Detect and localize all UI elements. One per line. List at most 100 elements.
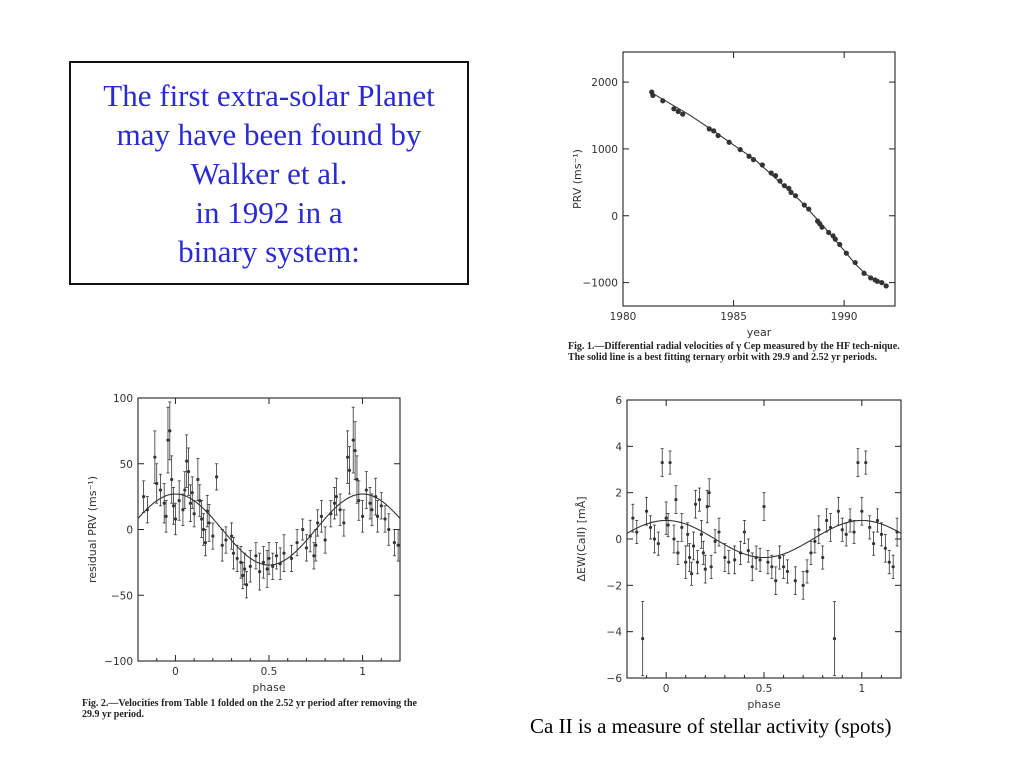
data-point <box>819 224 825 230</box>
y-axis-label: PRV (ms⁻¹) <box>571 149 584 209</box>
data-point <box>351 438 355 442</box>
data-point <box>861 270 867 276</box>
data-point <box>788 189 794 195</box>
data-point <box>177 498 181 503</box>
data-point <box>644 509 649 513</box>
data-point <box>891 565 895 569</box>
plot-frame <box>137 397 401 662</box>
data-point <box>342 521 346 525</box>
data-point <box>346 455 350 459</box>
title-line-3: Walker et al. <box>190 155 348 191</box>
data-point <box>837 241 843 248</box>
y-tick-label: −6 <box>607 673 623 685</box>
data-point <box>334 495 338 499</box>
y-tick-label: −2 <box>607 580 622 592</box>
data-point <box>693 502 698 506</box>
data-point <box>267 556 271 561</box>
data-point <box>205 509 209 513</box>
data-point <box>872 542 876 546</box>
data-point <box>323 538 327 542</box>
data-point <box>158 488 163 492</box>
data-point <box>258 569 262 574</box>
x-tick-label: 1 <box>359 666 366 678</box>
data-point <box>181 508 185 512</box>
y-tick-label: 50 <box>120 459 133 471</box>
data-point <box>170 477 174 482</box>
data-point <box>674 498 678 502</box>
data-point <box>660 98 666 104</box>
data-point <box>164 514 168 518</box>
data-point <box>843 250 849 256</box>
data-point <box>707 491 711 495</box>
data-point <box>686 532 690 536</box>
data-point <box>750 157 757 163</box>
data-point <box>809 551 813 555</box>
data-point <box>883 546 887 550</box>
data-point <box>248 564 252 568</box>
data-point <box>680 111 686 117</box>
data-point <box>717 530 721 534</box>
data-point <box>211 534 215 538</box>
y-tick-label: −1000 <box>582 278 618 290</box>
x-tick-label: 1 <box>859 683 866 695</box>
data-point <box>201 527 206 532</box>
data-point <box>312 554 316 558</box>
data-point <box>368 501 372 505</box>
data-point <box>220 543 224 547</box>
data-point <box>656 542 660 546</box>
data-point <box>271 564 275 568</box>
data-point <box>703 567 707 571</box>
data-point <box>304 546 309 550</box>
data-point <box>852 530 856 534</box>
y-tick-label: 6 <box>615 395 622 407</box>
data-point <box>778 555 782 560</box>
data-point <box>828 525 833 530</box>
x-tick-label: 0 <box>663 683 670 695</box>
data-point <box>711 128 717 134</box>
data-point <box>879 280 885 286</box>
data-point <box>695 560 700 564</box>
data-point <box>709 565 713 569</box>
data-point <box>675 108 681 115</box>
data-point <box>826 229 832 236</box>
y-tick-label: 100 <box>113 393 133 405</box>
data-point <box>355 477 359 482</box>
data-point <box>852 259 858 266</box>
data-point <box>774 579 778 583</box>
residual-prv-figure: 100 50 0 −50 −100 0 0.5 1 phase residual PRV (ms⁻… <box>80 390 410 695</box>
data-point <box>635 530 639 534</box>
data-point <box>786 185 792 191</box>
data-point <box>215 475 219 479</box>
data-point <box>173 517 178 521</box>
data-point <box>289 556 294 561</box>
data-point <box>676 551 680 555</box>
data-point <box>145 508 149 512</box>
data-point <box>241 573 245 578</box>
data-point <box>265 567 269 571</box>
data-point <box>188 501 192 505</box>
data-point <box>186 470 191 474</box>
data-point <box>738 551 743 555</box>
data-point <box>689 572 694 576</box>
fig2-caption: Fig. 2.—Velocities from Table 1 folded o… <box>82 698 417 720</box>
title-line-4: in 1992 in a <box>195 194 343 230</box>
data-point <box>727 560 731 564</box>
data-point <box>668 460 672 465</box>
data-point <box>864 460 868 465</box>
data-point <box>785 569 790 574</box>
data-point <box>713 539 717 543</box>
x-tick-label: 1985 <box>720 311 747 323</box>
fig1-caption: Fig. 1.—Differential radial velocities o… <box>568 341 900 363</box>
data-point <box>379 504 383 508</box>
data-point <box>742 530 747 534</box>
data-point <box>229 534 234 538</box>
data-point <box>684 560 688 564</box>
data-point <box>768 170 774 176</box>
y-tick-label: −50 <box>111 590 133 602</box>
data-point <box>821 555 825 560</box>
title-line-2: may have been found by <box>116 116 422 152</box>
data-point <box>805 569 809 574</box>
x-axis-label: phase <box>252 681 285 694</box>
data-point <box>848 518 852 523</box>
data-point <box>868 525 872 530</box>
